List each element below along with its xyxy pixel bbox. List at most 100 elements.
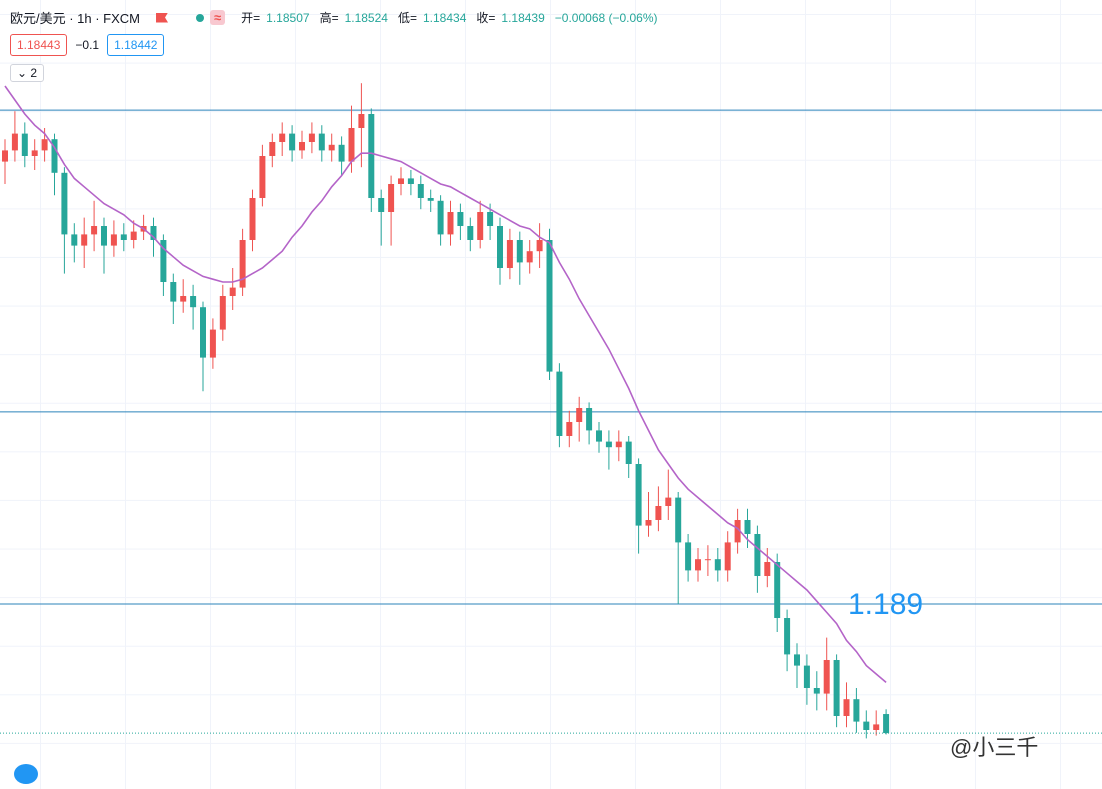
candle-body bbox=[655, 506, 662, 520]
candle-body bbox=[457, 212, 464, 226]
candle-body bbox=[774, 562, 781, 618]
candle-body bbox=[358, 114, 365, 128]
candle-body bbox=[586, 408, 593, 431]
candle-body bbox=[81, 234, 88, 246]
candle-body bbox=[31, 150, 38, 156]
candle-body bbox=[863, 721, 870, 730]
candle-body bbox=[596, 430, 602, 442]
candle-body bbox=[536, 240, 543, 252]
candle-body bbox=[853, 699, 860, 722]
status-dot bbox=[196, 13, 205, 22]
candle-body bbox=[873, 724, 880, 730]
candle-body bbox=[239, 240, 246, 288]
candle-body bbox=[417, 184, 424, 198]
candle-body bbox=[695, 559, 701, 571]
candle-body bbox=[497, 226, 503, 268]
hline-label: 1.189 bbox=[848, 588, 924, 621]
candle-body bbox=[437, 200, 444, 235]
flag-icon[interactable] bbox=[156, 12, 169, 23]
candle-body bbox=[388, 184, 395, 212]
candle-body bbox=[229, 287, 236, 296]
spread: −0.1 bbox=[75, 38, 100, 52]
candle-body bbox=[625, 441, 632, 464]
candle-body bbox=[506, 240, 513, 268]
candle-body bbox=[714, 559, 721, 571]
change: −0.00068 (−0.06%) bbox=[554, 10, 658, 25]
logo[interactable] bbox=[14, 764, 38, 784]
candle-body bbox=[11, 133, 18, 151]
symbol[interactable]: 欧元/美元 · 1h · FXCM bbox=[10, 11, 141, 26]
buy-button[interactable]: 1.18442 bbox=[107, 34, 165, 56]
candle-body bbox=[289, 133, 296, 151]
ohlc-value: 1.18439 bbox=[501, 10, 545, 25]
candle-body bbox=[209, 329, 216, 358]
candle-body bbox=[724, 542, 731, 571]
candle-body bbox=[61, 172, 68, 235]
ohlc-label: 开= bbox=[241, 11, 261, 25]
candle-body bbox=[635, 464, 642, 526]
candle-body bbox=[2, 150, 8, 162]
candle-body bbox=[378, 198, 385, 212]
candle-body bbox=[665, 497, 672, 506]
candle-body bbox=[556, 371, 563, 436]
candle-body bbox=[704, 559, 711, 561]
candle-body bbox=[130, 231, 137, 240]
candle-body bbox=[675, 497, 682, 543]
legend-header: 欧元/美元 · 1h · FXCM ≈ 开= 1.18507 高= 1.18524 … bbox=[10, 8, 658, 27]
candle-body bbox=[368, 114, 375, 198]
candle-body bbox=[447, 212, 454, 235]
ohlc-value: 1.18524 bbox=[344, 10, 388, 25]
candle-body bbox=[407, 178, 414, 184]
candle-body bbox=[318, 133, 325, 151]
candle-body bbox=[883, 714, 890, 734]
indicators-toggle[interactable]: ⌄ 2 bbox=[10, 64, 45, 82]
candle-body bbox=[338, 144, 345, 162]
candle-body bbox=[605, 441, 612, 448]
candle-body bbox=[615, 441, 622, 448]
candle-body bbox=[516, 240, 523, 263]
ohlc-value: 1.18434 bbox=[422, 10, 467, 25]
candle-body bbox=[685, 542, 692, 571]
candle-body bbox=[645, 520, 652, 526]
candle-body bbox=[249, 198, 256, 240]
candle-body bbox=[269, 142, 276, 156]
candle-body bbox=[219, 296, 226, 330]
candle-body bbox=[190, 296, 197, 308]
candle-body bbox=[427, 198, 434, 201]
candle-body bbox=[41, 139, 48, 151]
candle-body bbox=[279, 133, 286, 142]
candle-body bbox=[487, 212, 494, 226]
candle-body bbox=[734, 520, 741, 543]
candle-body bbox=[180, 296, 187, 302]
candle-body bbox=[764, 562, 771, 576]
ohlc-label: 低= bbox=[397, 11, 417, 25]
candle-body bbox=[308, 133, 315, 142]
candle-body bbox=[467, 226, 474, 240]
candle-body bbox=[794, 654, 800, 666]
candle-body bbox=[833, 660, 840, 716]
moving-average bbox=[4, 85, 887, 684]
ohlc-label: 收= bbox=[476, 11, 496, 25]
candle-body bbox=[200, 307, 206, 358]
candle-body bbox=[299, 142, 305, 151]
candle-body bbox=[813, 688, 820, 694]
candle-body bbox=[170, 282, 177, 302]
candle-body bbox=[754, 534, 761, 576]
indicator-count: 2 bbox=[30, 66, 38, 80]
candle-body bbox=[51, 139, 58, 173]
candle-body bbox=[328, 144, 335, 151]
candle-body bbox=[744, 520, 751, 534]
candle-body bbox=[91, 226, 98, 235]
candle-body bbox=[259, 156, 266, 198]
candle-body bbox=[546, 240, 553, 372]
candle-body bbox=[784, 618, 791, 655]
candle-body bbox=[110, 234, 117, 246]
ohlc-value: 1.18507 bbox=[266, 10, 310, 25]
candle-body bbox=[120, 234, 127, 240]
candle-body bbox=[526, 251, 533, 263]
candle-body bbox=[101, 226, 107, 246]
candle-body bbox=[843, 699, 850, 716]
sell-button[interactable]: 1.18443 bbox=[10, 34, 68, 56]
candle-body bbox=[160, 240, 167, 282]
